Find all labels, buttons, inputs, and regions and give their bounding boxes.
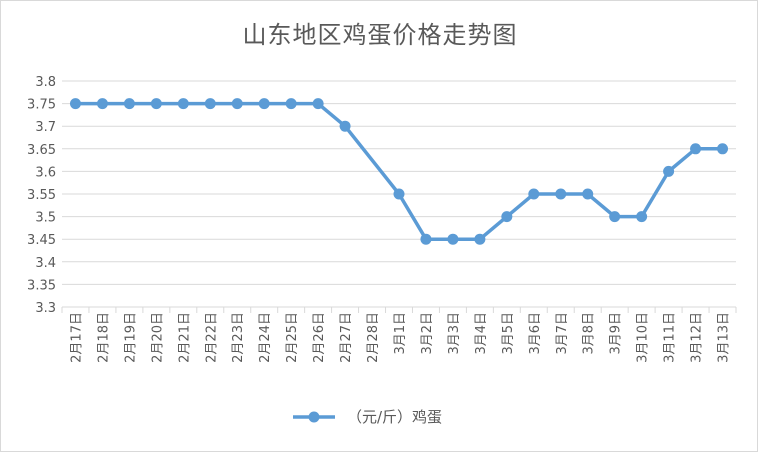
data-point <box>150 98 162 110</box>
data-point <box>582 188 594 200</box>
x-tick-label: 3月9日 <box>609 312 624 355</box>
data-point <box>69 98 81 110</box>
x-tick-label: 3月1日 <box>393 312 408 355</box>
x-tick-label: 2月18日 <box>96 312 111 363</box>
data-point <box>204 98 216 110</box>
x-tick-label: 3月6日 <box>528 312 543 355</box>
y-tick-label: 3.55 <box>27 188 56 203</box>
data-point <box>339 120 351 132</box>
y-tick-label: 3.65 <box>27 143 56 158</box>
data-point <box>96 98 108 110</box>
x-tick-label: 3月7日 <box>555 312 570 355</box>
y-tick-label: 3.8 <box>35 75 56 90</box>
y-tick-label: 3.75 <box>27 98 56 113</box>
data-point <box>717 143 729 155</box>
y-tick-label: 3.35 <box>27 278 56 293</box>
data-point <box>285 98 297 110</box>
y-tick-label: 3.5 <box>35 211 56 226</box>
data-point <box>312 98 324 110</box>
data-point <box>474 233 486 245</box>
legend-series-label: （元/斤）鸡蛋 <box>347 408 443 426</box>
x-tick-label: 2月24日 <box>258 312 273 363</box>
data-point <box>528 188 540 200</box>
x-tick-label: 3月2日 <box>420 312 435 355</box>
x-tick-label: 3月13日 <box>717 312 732 363</box>
legend-series-marker <box>293 411 335 422</box>
y-tick-label: 3.4 <box>35 256 56 271</box>
legend: （元/斤）鸡蛋 <box>291 406 442 427</box>
x-tick-label: 2月26日 <box>312 312 327 363</box>
data-point <box>177 98 189 110</box>
x-tick-label: 2月19日 <box>123 312 138 363</box>
y-tick-label: 3.6 <box>35 165 56 180</box>
x-tick-label: 2月17日 <box>69 312 84 363</box>
y-tick-label: 3.3 <box>35 301 56 316</box>
x-tick-label: 2月28日 <box>366 312 381 363</box>
x-tick-label: 3月4日 <box>474 312 489 355</box>
x-tick-label: 3月5日 <box>501 312 516 355</box>
chart-title: 山东地区鸡蛋价格走势图 <box>242 21 518 49</box>
x-tick-label: 3月11日 <box>663 312 678 363</box>
data-point <box>258 98 270 110</box>
y-tick-label: 3.7 <box>35 120 56 135</box>
data-point <box>636 211 648 223</box>
x-tick-label: 3月12日 <box>690 312 705 363</box>
x-tick-label: 3月8日 <box>582 312 597 355</box>
data-point <box>555 188 567 200</box>
data-point <box>231 98 243 110</box>
data-point <box>690 143 702 155</box>
data-point <box>609 211 621 223</box>
data-point <box>123 98 135 110</box>
x-tick-label: 2月25日 <box>285 312 300 363</box>
x-tick-label: 2月21日 <box>177 312 192 363</box>
x-tick-label: 3月3日 <box>447 312 462 355</box>
x-tick-label: 2月20日 <box>150 312 165 363</box>
data-point <box>420 233 432 245</box>
x-tick-label: 2月27日 <box>339 312 354 363</box>
data-point <box>663 165 675 177</box>
data-point <box>501 211 513 223</box>
x-tick-label: 3月10日 <box>636 312 651 363</box>
data-point <box>447 233 459 245</box>
x-tick-label: 2月23日 <box>231 312 246 363</box>
x-tick-label: 2月22日 <box>204 312 219 363</box>
data-point <box>393 188 405 200</box>
y-tick-label: 3.45 <box>27 233 56 248</box>
